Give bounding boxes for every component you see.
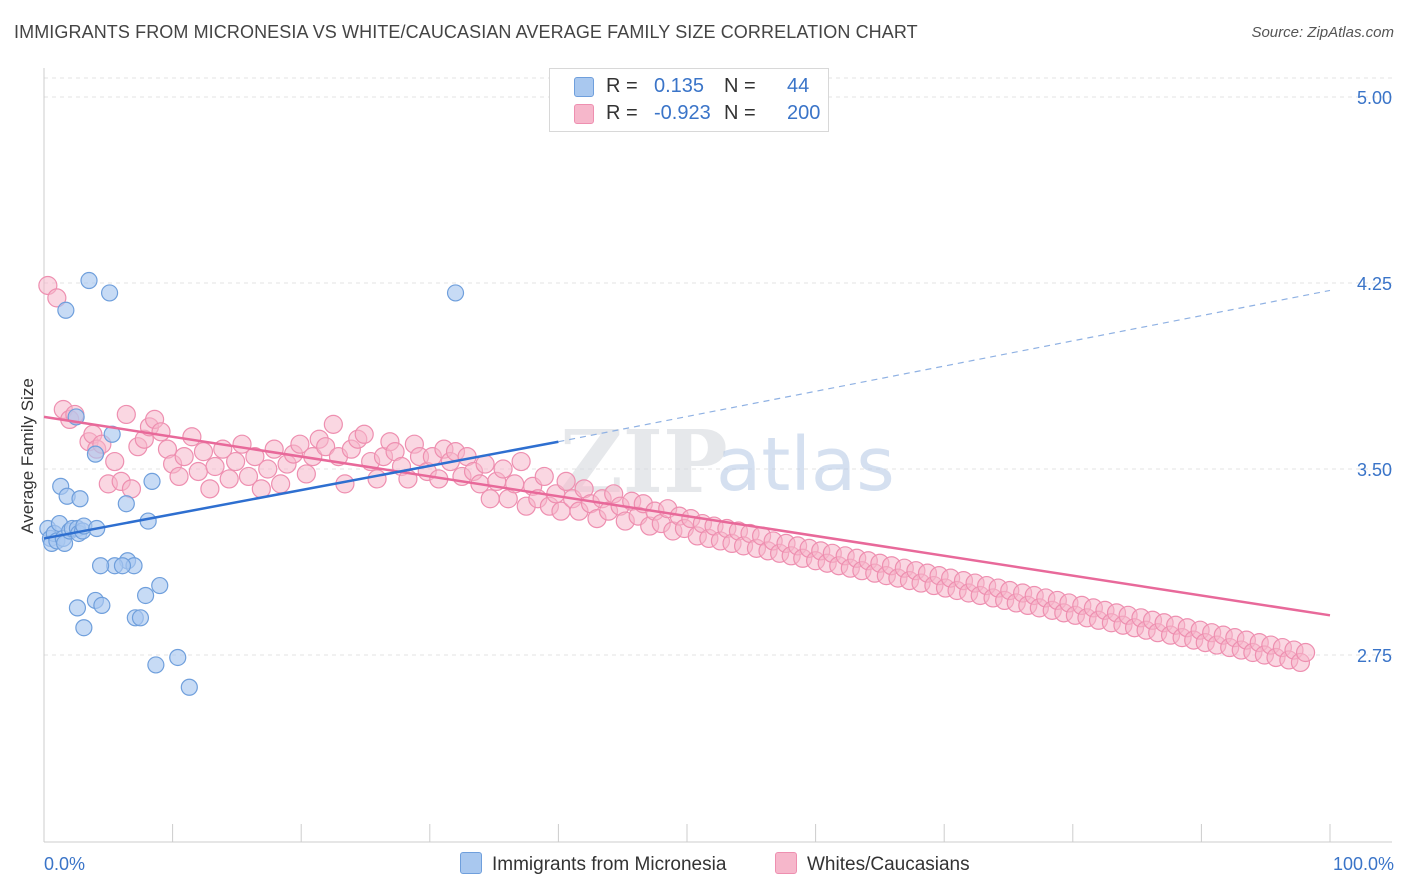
micronesia-data-point [68,599,87,617]
pink-swatch-icon [574,104,594,124]
whites-data-point [182,427,202,447]
micronesia-data-point [136,586,155,605]
micronesia-data-point [91,557,110,575]
whites-data-point [264,439,284,459]
whites-data-point [258,459,278,479]
whites-data-point [226,451,246,472]
whites-data-point [534,466,554,487]
blue-swatch-icon [460,852,482,874]
y-tick-label: 4.25 [1357,274,1392,294]
legend-n-value: 200 [787,102,821,124]
x-tick-label-min: 0.0% [44,854,85,874]
whites-data-point [245,447,265,467]
whites-data-point [511,451,531,472]
whites-data-point [316,437,336,457]
blue-swatch-icon [574,77,594,97]
micronesia-data-point [57,301,75,319]
micronesia-data-point [71,490,89,508]
chart-title: IMMIGRANTS FROM MICRONESIA VS WHITE/CAUC… [14,22,918,42]
whites-data-point [354,424,374,444]
whites-data-point [367,469,387,489]
micronesia-data-point [80,271,98,290]
y-tick-label: 3.50 [1357,460,1392,480]
whites-data-point [238,466,259,487]
whites-data-point [169,466,189,487]
micronesia-data-point [93,596,111,615]
legend-r-value: -0.923 [654,102,711,124]
whites-data-point [47,288,67,308]
micronesia-data-point [86,445,105,463]
whites-data-point [151,422,171,442]
micronesia-data-point [151,576,169,595]
micronesia-data-point [75,619,93,637]
micronesia-data-point [100,284,119,302]
micronesia-data-point [446,284,465,302]
micronesia-data-point [180,678,198,696]
watermark-atlas: atlas [716,422,895,508]
micronesia-data-point [131,609,150,627]
whites-data-point [200,479,220,499]
legend-n-label: N = [724,102,756,124]
micronesia-data-point [113,557,132,575]
whites-data-point [174,447,194,467]
whites-data-point [296,464,316,484]
bottom-legend-micronesia: Immigrants from Micronesia [460,852,726,876]
bottom-legend-label: Whites/Caucasians [807,854,970,875]
source-credit: Source: ZipAtlas.com [1251,24,1394,41]
whites-data-point [105,451,125,472]
whites-data-point [290,434,310,454]
micronesia-data-point [143,472,161,490]
whites-data-point [493,459,513,479]
correlation-legend: R = 0.135 N = 44 R = -0.923 N = 200 [549,68,829,132]
whites-data-point [205,456,225,477]
legend-n-value: 44 [787,75,810,97]
y-axis-label: Average Family Size [18,378,37,534]
legend-r-label: R = [606,75,638,97]
bottom-legend-label: Immigrants from Micronesia [492,854,727,875]
micronesia-data-point [169,648,187,667]
whites-trend-line [43,415,1331,617]
micronesia-data-point [147,656,165,674]
micronesia-trend-line [43,440,559,540]
whites-data-point [219,469,239,489]
x-tick-label-max: 100.0% [1333,854,1394,874]
whites-data-point [121,479,142,499]
bottom-legend-whites: Whites/Caucasians [775,852,970,876]
whites-data-point [323,414,343,434]
legend-r-value: 0.135 [654,75,705,97]
whites-data-point [1295,642,1316,663]
whites-data-point [271,474,291,494]
legend-n-label: N = [724,75,756,97]
pink-swatch-icon [775,852,797,874]
whites-data-point [188,461,208,482]
whites-data-point [556,471,576,491]
whites-data-point [193,442,214,462]
y-tick-label: 5.00 [1357,88,1392,108]
micronesia-data-point [117,495,135,513]
whites-data-point [116,404,136,425]
whites-data-point [480,489,500,509]
legend-r-label: R = [606,102,638,124]
y-tick-label: 2.75 [1357,646,1392,666]
